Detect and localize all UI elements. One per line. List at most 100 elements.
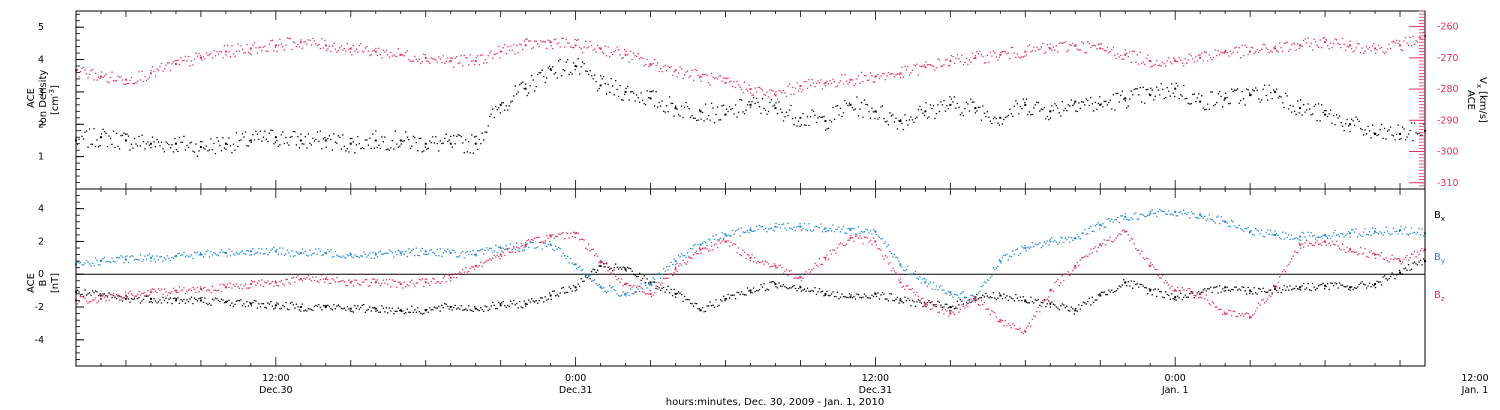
ion-density-dot bbox=[659, 105, 662, 107]
bx-dot bbox=[667, 285, 669, 288]
ion-density-dot bbox=[202, 147, 205, 149]
ion-density-point bbox=[1049, 110, 1052, 113]
ion-density-dot bbox=[126, 133, 128, 135]
bz-dot bbox=[1258, 302, 1260, 304]
bz-dot bbox=[1323, 241, 1326, 243]
by-dot bbox=[1349, 236, 1351, 238]
ion-density-dot bbox=[824, 129, 827, 131]
ion-density-dot bbox=[1171, 83, 1173, 85]
ion-density-dot bbox=[499, 112, 501, 114]
bz-dot bbox=[1010, 327, 1013, 329]
vx-dot bbox=[1380, 46, 1383, 49]
bz-dot bbox=[385, 279, 387, 281]
vx-dot bbox=[381, 57, 383, 59]
bz-dot bbox=[1356, 254, 1359, 256]
bz-dot bbox=[628, 285, 630, 287]
ion-density-dot bbox=[1382, 137, 1384, 139]
bx-dot bbox=[1115, 290, 1117, 292]
by-dot bbox=[658, 272, 660, 274]
bx-dot bbox=[235, 300, 238, 302]
bz-dot bbox=[1355, 251, 1357, 253]
bx-dot bbox=[1192, 292, 1194, 294]
ion-density-dot bbox=[1195, 100, 1197, 103]
by-dot bbox=[856, 233, 858, 235]
bx-dot bbox=[265, 307, 268, 309]
by-dot bbox=[580, 269, 582, 272]
ion-density-dot bbox=[701, 111, 704, 114]
bx-dot bbox=[130, 297, 133, 300]
by-dot bbox=[812, 229, 815, 231]
bz-dot bbox=[1114, 239, 1116, 241]
bz-dot bbox=[745, 257, 747, 260]
ion-density-dot bbox=[1219, 90, 1221, 93]
bx-dot bbox=[1359, 282, 1362, 284]
bx-dot bbox=[327, 304, 329, 306]
bx-dot bbox=[784, 286, 786, 288]
by-dot bbox=[207, 249, 209, 252]
bz-dot bbox=[674, 266, 677, 269]
bz-dot bbox=[1171, 285, 1173, 288]
bz-point bbox=[249, 283, 252, 286]
by-dot bbox=[312, 253, 314, 255]
vx-dot bbox=[1364, 50, 1366, 52]
bz-dot bbox=[364, 278, 366, 281]
bz-dot bbox=[268, 283, 271, 285]
bz-dot bbox=[1314, 241, 1317, 244]
bz-dot bbox=[415, 282, 417, 284]
by-dot bbox=[1070, 237, 1072, 239]
ion-density-dot bbox=[821, 116, 824, 118]
vx-dot bbox=[579, 46, 581, 49]
bx-dot bbox=[998, 292, 1001, 294]
vx-point bbox=[1399, 44, 1402, 47]
vx-dot bbox=[159, 66, 161, 68]
ion-density-dot bbox=[1410, 122, 1413, 124]
vx-dot bbox=[1409, 36, 1411, 38]
by-dot bbox=[168, 257, 170, 260]
by-dot bbox=[270, 249, 272, 251]
bx-dot bbox=[1352, 288, 1354, 291]
vx-dot bbox=[943, 64, 945, 66]
ion-density-dot bbox=[606, 93, 608, 95]
ion-density-dot bbox=[144, 148, 146, 150]
bz-dot bbox=[802, 277, 804, 279]
by-dot bbox=[815, 225, 818, 228]
ion-density-dot bbox=[261, 140, 263, 142]
bx-dot bbox=[1189, 292, 1191, 295]
ion-density-dot bbox=[689, 116, 692, 118]
ion-density-dot bbox=[463, 152, 465, 154]
vx-dot bbox=[1398, 40, 1401, 42]
by-dot bbox=[405, 250, 407, 253]
bx-dot bbox=[267, 302, 269, 304]
ion-density-dot bbox=[1072, 104, 1074, 107]
vx-dot bbox=[391, 55, 393, 57]
vx-dot bbox=[505, 52, 507, 55]
by-dot bbox=[1398, 230, 1401, 233]
by-dot bbox=[650, 284, 653, 287]
bx-dot bbox=[484, 305, 486, 307]
bz-dot bbox=[1219, 308, 1221, 311]
vx-dot bbox=[103, 75, 106, 77]
by-dot bbox=[1322, 234, 1324, 236]
bx-dot bbox=[676, 292, 678, 295]
vx-dot bbox=[976, 51, 978, 53]
bz-dot bbox=[1043, 300, 1045, 302]
bx-dot bbox=[955, 307, 957, 309]
by-dot bbox=[255, 252, 257, 255]
bx-dot bbox=[397, 307, 399, 309]
by-dot bbox=[830, 230, 833, 232]
vx-dot bbox=[959, 61, 962, 63]
bz-dot bbox=[129, 290, 131, 292]
vx-dot bbox=[619, 54, 621, 56]
vx-dot bbox=[842, 83, 845, 85]
by-dot bbox=[1347, 231, 1350, 233]
bx-dot bbox=[1374, 286, 1377, 289]
bx-dot bbox=[1093, 301, 1095, 304]
bx-dot bbox=[459, 308, 461, 310]
by-dot bbox=[1169, 213, 1171, 216]
ion-density-dot bbox=[355, 144, 357, 146]
bz-dot bbox=[339, 281, 341, 283]
ion-density-dot bbox=[274, 141, 277, 143]
vx-point bbox=[299, 41, 302, 44]
bz-dot bbox=[606, 263, 608, 265]
bz-dot bbox=[811, 269, 813, 271]
